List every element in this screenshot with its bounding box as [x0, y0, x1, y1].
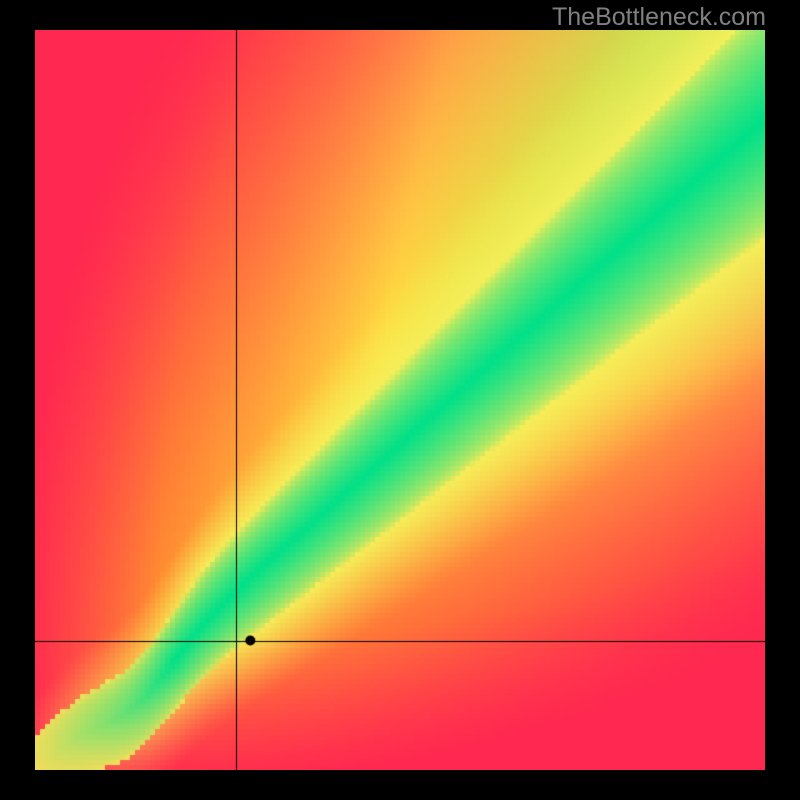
watermark-text: TheBottleneck.com — [552, 3, 766, 32]
chart-container: TheBottleneck.com — [0, 0, 800, 800]
bottleneck-heatmap — [35, 30, 765, 770]
